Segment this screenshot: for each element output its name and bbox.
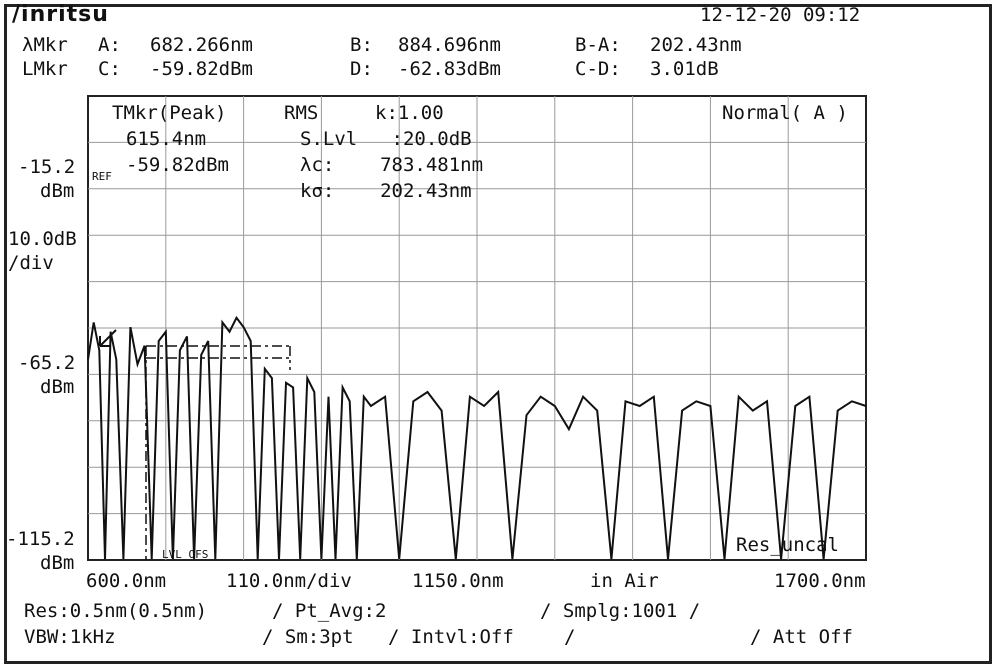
marker-b-label: B: xyxy=(350,34,373,56)
marker-d-value: -62.83dBm xyxy=(398,58,501,80)
brand-logo: /inritsu xyxy=(12,2,109,27)
marker-ba-label: B-A: xyxy=(575,34,621,56)
x-medium: in Air xyxy=(590,570,659,592)
k-sigma: kσ: 202.43nm xyxy=(300,180,472,202)
marker-c-label: C: xyxy=(98,58,121,80)
threshold-bracket xyxy=(145,345,291,560)
peak-marker-icon xyxy=(99,329,117,347)
x-start: 600.0nm xyxy=(86,570,167,592)
s-lvl: S.Lvl :20.0dB xyxy=(300,128,472,150)
marker-a-value: 682.266nm xyxy=(150,34,253,56)
spectrum-trace xyxy=(87,315,867,560)
y-bottom-value: -115.2 xyxy=(6,528,75,550)
marker-cd-label: C-D: xyxy=(575,58,621,80)
instrument-screen-frame xyxy=(4,4,992,664)
marker-d-label: D: xyxy=(350,58,373,80)
footer-pt-avg: / Pt_Avg:2 xyxy=(272,600,387,622)
tmkr-title: TMkr(Peak) xyxy=(112,102,227,124)
footer-att: / Att Off xyxy=(750,626,853,648)
ref-tag: REF xyxy=(92,170,112,183)
res-uncal-flag: Res_uncal xyxy=(736,534,839,556)
footer-res: Res:0.5nm(0.5nm) xyxy=(24,600,208,622)
k-value: k:1.00 xyxy=(375,102,444,124)
y-bottom-unit: dBm xyxy=(40,552,75,574)
footer-vbw: VBW:1kHz xyxy=(24,626,116,648)
mode-label: Normal( A ) xyxy=(722,102,848,124)
y-mid-value: -65.2 xyxy=(18,352,76,374)
rms-title: RMS xyxy=(284,102,319,124)
footer-sm: / Sm:3pt xyxy=(262,626,354,648)
footer-smplg: / Smplg:1001 / xyxy=(540,600,701,622)
marker-cd-value: 3.01dB xyxy=(650,58,719,80)
y-scale: 10.0dB xyxy=(8,228,77,250)
lambda-c: λc: 783.481nm xyxy=(300,154,484,176)
x-span-per-div: 110.0nm/div xyxy=(226,570,352,592)
marker-a-label: A: xyxy=(98,34,121,56)
marker-c-value: -59.82dBm xyxy=(150,58,253,80)
footer-separator: / xyxy=(564,626,576,648)
x-center: 1150.0nm xyxy=(412,570,504,592)
lvl-ofs-tag: LVL OFS xyxy=(162,548,209,561)
y-top-unit: dBm xyxy=(40,180,75,202)
level-marker-label: LMkr xyxy=(22,58,68,80)
tmkr-wavelength: 615.4nm xyxy=(126,128,207,150)
footer-intvl: / Intvl:Off xyxy=(388,626,514,648)
y-mid-unit: dBm xyxy=(40,376,75,398)
datetime: 12-12-20 09:12 xyxy=(700,4,861,26)
tmkr-level: -59.82dBm xyxy=(126,154,229,176)
marker-b-value: 884.696nm xyxy=(398,34,501,56)
y-top-value: -15.2 xyxy=(18,156,76,178)
lambda-marker-label: λMkr xyxy=(22,34,68,56)
x-stop: 1700.0nm xyxy=(774,570,866,592)
y-scale-unit: /div xyxy=(8,252,54,274)
marker-ba-value: 202.43nm xyxy=(650,34,742,56)
